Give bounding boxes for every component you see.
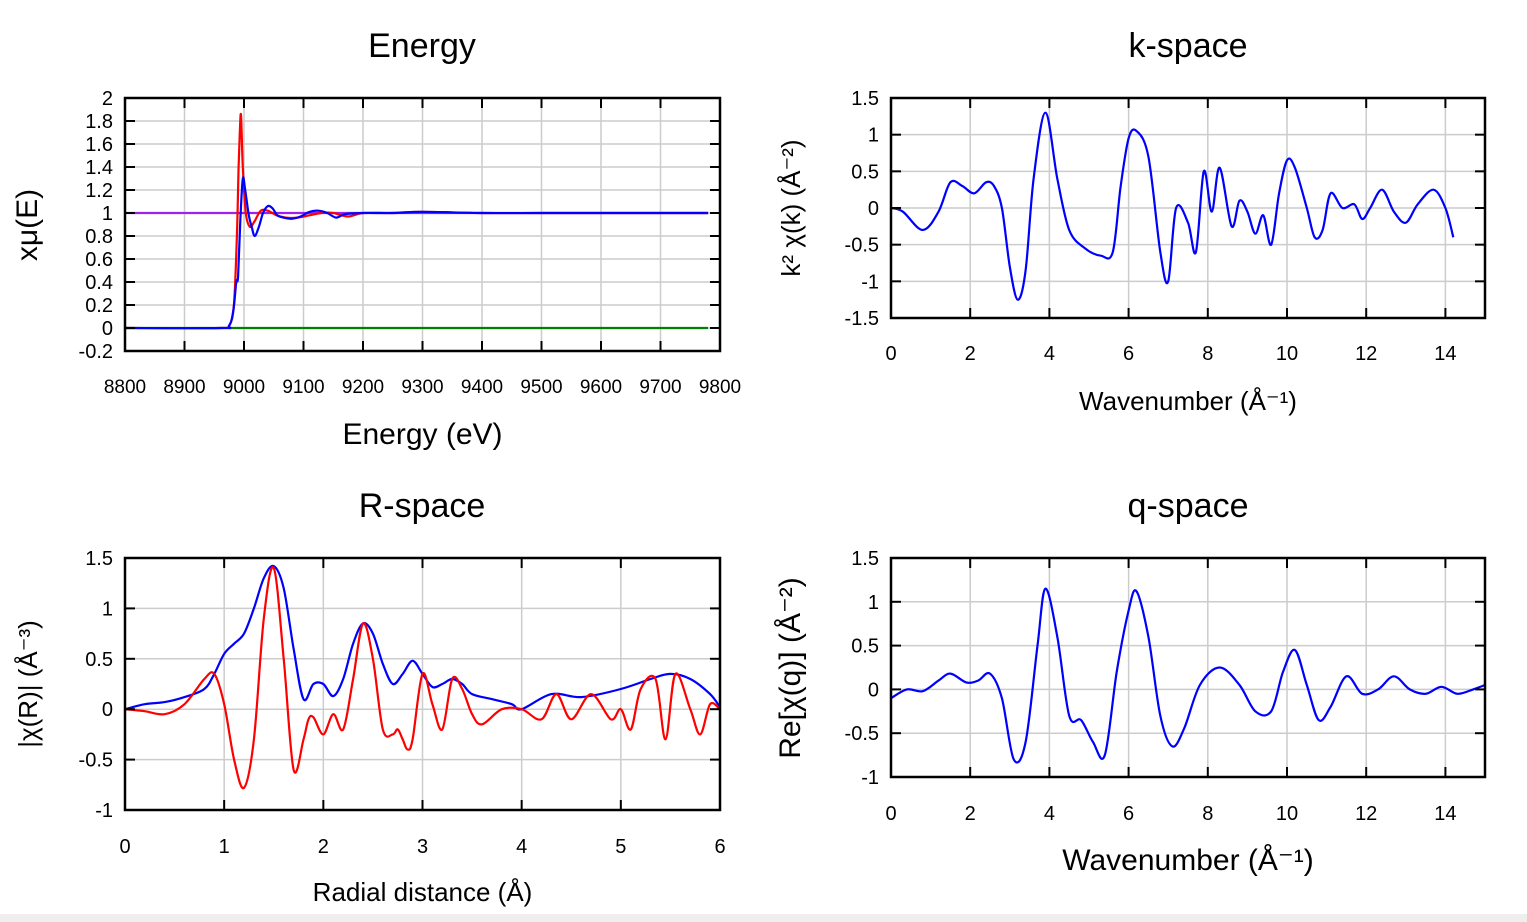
x-tick-label: 10 (1276, 803, 1298, 825)
y-tick-label: -1.5 (845, 308, 879, 330)
x-tick-label: 8800 (104, 377, 146, 398)
energy-y-axis-label: xμ(E) (11, 189, 44, 261)
y-tick-label: 1 (102, 598, 113, 620)
q-space-series-group (891, 587, 1485, 764)
x-tick-label: 6 (714, 836, 725, 858)
q-space-plot-frame (889, 556, 1487, 779)
y-tick-label: 0.5 (85, 649, 113, 671)
y-tick-label: -1 (861, 271, 879, 293)
y-tick-label: -0.2 (79, 341, 113, 363)
y-tick-label: -0.5 (845, 723, 879, 745)
x-tick-label: 6 (1123, 803, 1134, 825)
q-space-grid (890, 557, 1485, 778)
r-space-x-axis-label: Radial distance (Å) (313, 877, 533, 907)
x-tick-label: 9500 (520, 377, 562, 398)
y-tick-label: -1 (95, 800, 113, 822)
q-space-title: q-space (1128, 487, 1249, 525)
x-tick-label: 9400 (461, 377, 503, 398)
y-tick-label: -0.5 (845, 235, 879, 257)
x-tick-label: 8 (1202, 803, 1213, 825)
x-tick-label: 9600 (580, 377, 622, 398)
y-tick-label: 0.5 (851, 636, 879, 658)
x-tick-label: 14 (1434, 803, 1456, 825)
x-tick-label: 0 (119, 836, 130, 858)
x-tick-label: 8900 (163, 377, 205, 398)
y-tick-label: -0.5 (79, 750, 113, 772)
window-bottom-bar (0, 914, 1527, 922)
r-space-series-group (125, 564, 720, 790)
k-space-chart: k-space 0 2 4 6 8 10 12 14 -1.5 -1 -0.5 0 0.5 1 1.5 Wave… (776, 27, 1487, 416)
k-space-title: k-space (1128, 27, 1247, 65)
x-tick-label: 12 (1355, 803, 1377, 825)
x-tick-label: 4 (1044, 803, 1055, 825)
y-tick-label: 1.5 (85, 548, 113, 570)
k-space-series-group (891, 111, 1455, 301)
x-tick-label: 9300 (401, 377, 443, 398)
r-space-series-0 (125, 564, 720, 711)
energy-series-group (125, 112, 709, 330)
x-tick-label: 6 (1123, 343, 1134, 365)
x-tick-label: 2 (965, 803, 976, 825)
r-space-title: R-space (359, 487, 486, 525)
k-space-x-axis-label: Wavenumber (Å⁻¹) (1079, 386, 1297, 416)
x-tick-label: 3 (417, 836, 428, 858)
y-tick-label: 0.8 (85, 226, 113, 248)
y-tick-label: 0.6 (85, 249, 113, 271)
y-tick-label: 1 (868, 592, 879, 614)
x-tick-label: 4 (516, 836, 527, 858)
k-space-series-0 (891, 111, 1455, 301)
x-tick-label: 12 (1355, 343, 1377, 365)
y-tick-label: 0.4 (85, 272, 113, 294)
x-tick-label: 9200 (342, 377, 384, 398)
x-tick-label: 9000 (223, 377, 265, 398)
q-space-series-0 (891, 587, 1485, 764)
y-tick-label: 0.2 (85, 295, 113, 317)
y-tick-label: 1.6 (85, 134, 113, 156)
x-tick-label: 0 (885, 803, 896, 825)
y-tick-label: 0 (868, 198, 879, 220)
y-tick-label: 1.4 (85, 157, 113, 179)
x-tick-label: 9800 (699, 377, 741, 398)
y-tick-label: 1.5 (851, 548, 879, 570)
x-tick-label: 4 (1044, 343, 1055, 365)
r-space-chart: R-space 0 1 2 3 4 5 6 -1 -0.5 0 0.5 1 1.5 Radial dista… (13, 487, 726, 907)
q-space-x-axis-label: Wavenumber (Å⁻¹) (1062, 844, 1313, 877)
q-space-y-axis-label: Re[χ(q)] (Å⁻²) (774, 577, 807, 759)
k-space-y-axis-label: k² χ(k) (Å⁻²) (776, 139, 806, 276)
energy-x-axis-label: Energy (eV) (342, 418, 502, 451)
x-tick-label: 8 (1202, 343, 1213, 365)
energy-chart: Energy 8800 8900 9000 9100 9200 9300 9400 9500 96… (11, 27, 741, 451)
x-tick-label: 9700 (639, 377, 681, 398)
y-tick-label: 1.2 (85, 180, 113, 202)
y-tick-label: 1 (868, 125, 879, 147)
r-space-series-1 (125, 566, 720, 790)
energy-series-2 (125, 112, 709, 330)
y-tick-label: 0 (102, 318, 113, 340)
y-tick-label: -1 (861, 767, 879, 789)
x-tick-label: 2 (965, 343, 976, 365)
x-tick-label: 1 (219, 836, 230, 858)
k-space-grid (890, 97, 1485, 319)
x-tick-label: 9100 (282, 377, 324, 398)
x-tick-label: 14 (1434, 343, 1456, 365)
x-tick-label: 0 (885, 343, 896, 365)
y-tick-label: 1.8 (85, 111, 113, 133)
energy-grid (124, 97, 721, 352)
x-tick-label: 5 (615, 836, 626, 858)
x-tick-label: 2 (318, 836, 329, 858)
y-tick-label: 1.5 (851, 88, 879, 110)
r-space-y-axis-label: |χ(R)| (Å⁻³) (13, 620, 43, 748)
r-space-grid (124, 557, 721, 811)
y-tick-label: 2 (102, 88, 113, 110)
y-tick-label: 1 (102, 203, 113, 225)
y-tick-label: 0.5 (851, 161, 879, 183)
energy-series-3 (125, 176, 709, 330)
q-space-chart: q-space 0 2 4 6 8 10 12 14 -1 -0.5 0 0.5 1 1.5 Wavenumb… (774, 487, 1487, 877)
energy-title: Energy (368, 27, 476, 65)
y-tick-label: 0 (868, 679, 879, 701)
y-tick-label: 0 (102, 699, 113, 721)
x-tick-label: 10 (1276, 343, 1298, 365)
